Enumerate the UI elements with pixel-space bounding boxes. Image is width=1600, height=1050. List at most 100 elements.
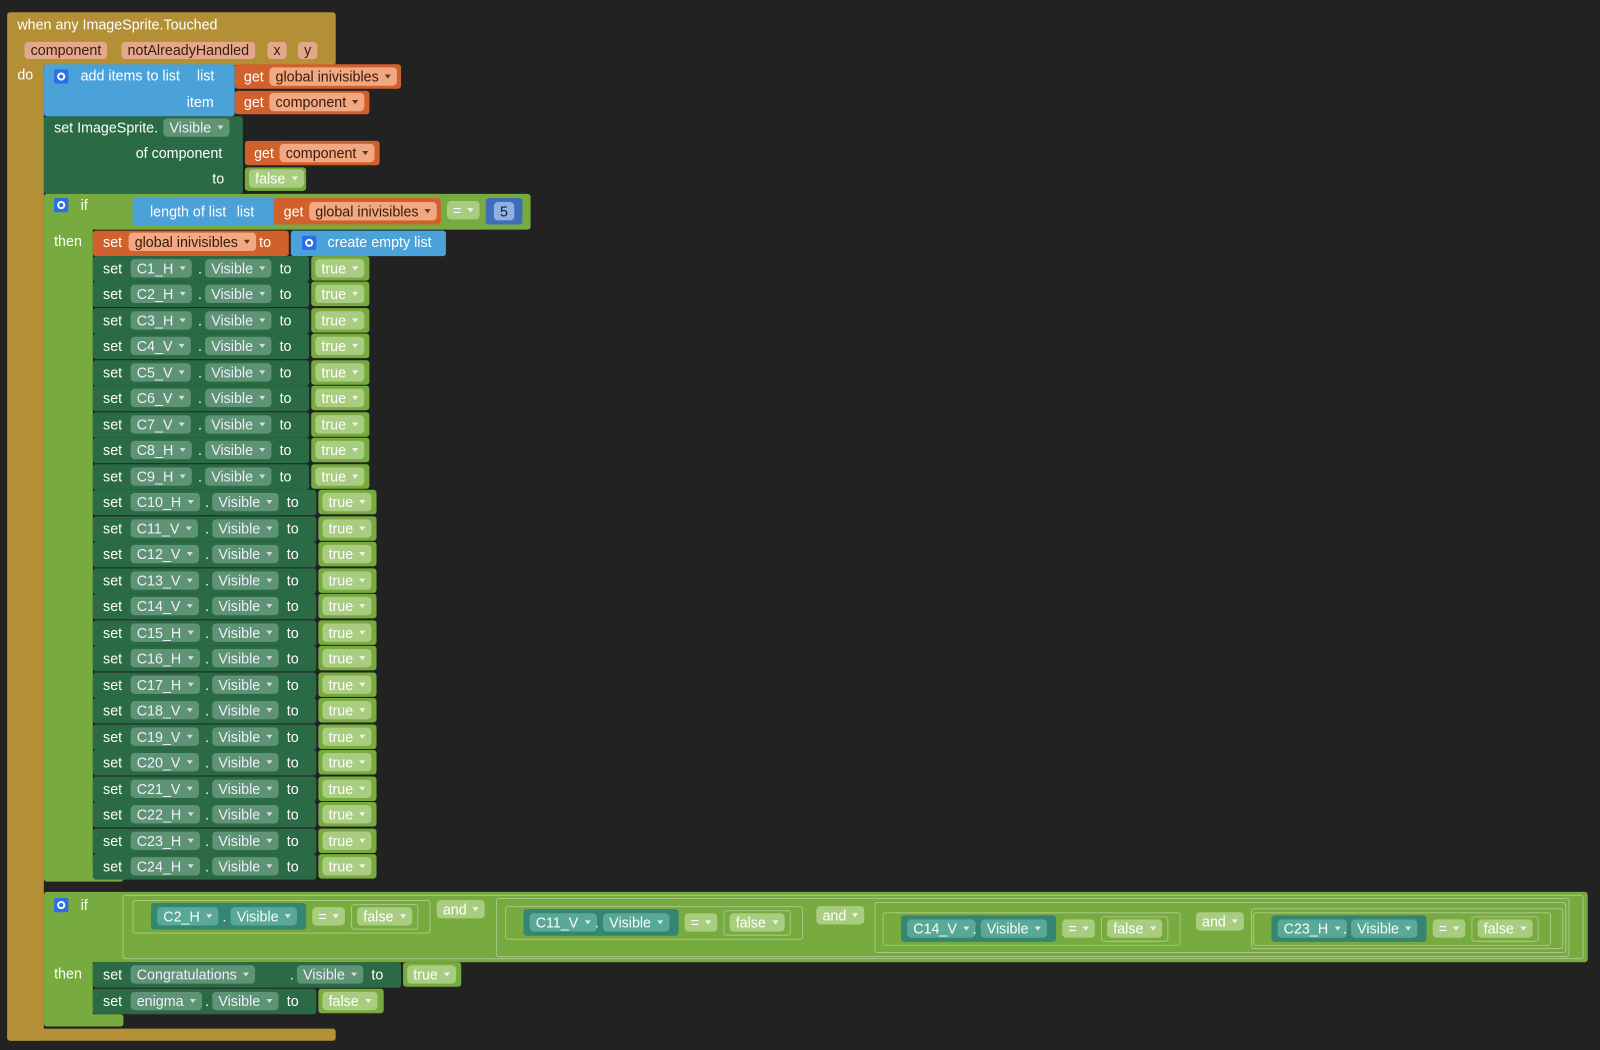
component-dropdown[interactable]: C10_H (130, 493, 200, 512)
boolean-dropdown[interactable]: true (322, 831, 372, 850)
property-dropdown[interactable]: Visible (205, 311, 272, 330)
boolean-dropdown[interactable]: true (322, 545, 372, 564)
boolean-dropdown[interactable]: true (322, 493, 372, 512)
property-dropdown[interactable]: Visible (212, 991, 279, 1010)
boolean-dropdown[interactable]: true (322, 805, 372, 824)
component-dropdown[interactable]: C16_H (130, 649, 200, 668)
boolean-dropdown[interactable]: true (322, 779, 372, 798)
boolean-dropdown[interactable]: true (322, 519, 372, 538)
component-dropdown[interactable]: C5_V (130, 363, 191, 382)
component-dropdown[interactable]: C20_V (130, 753, 199, 772)
component-dropdown[interactable]: C23_H (1277, 919, 1347, 938)
boolean-dropdown[interactable]: false (729, 913, 785, 932)
component-dropdown[interactable]: C2_H (157, 907, 219, 926)
variable-dropdown[interactable]: global inivisibles (128, 232, 257, 252)
boolean-dropdown[interactable]: true (315, 363, 365, 382)
boolean-dropdown[interactable]: true (315, 389, 365, 408)
boolean-dropdown[interactable]: true (322, 857, 372, 876)
boolean-dropdown[interactable]: true (322, 623, 372, 642)
property-dropdown[interactable]: Visible (212, 701, 279, 720)
property-dropdown[interactable]: Visible (163, 118, 230, 137)
variable-dropdown[interactable]: global inivisibles (309, 202, 437, 221)
property-dropdown[interactable]: Visible (212, 727, 279, 746)
component-dropdown[interactable]: C2_H (130, 285, 192, 304)
operator-dropdown[interactable]: = (1062, 919, 1096, 938)
boolean-dropdown[interactable]: false (1477, 919, 1533, 938)
property-dropdown[interactable]: Visible (205, 259, 272, 278)
property-dropdown[interactable]: Visible (205, 415, 272, 434)
boolean-dropdown[interactable]: true (322, 571, 372, 590)
component-dropdown[interactable]: C24_H (130, 857, 200, 876)
property-dropdown[interactable]: Visible (205, 389, 272, 408)
component-dropdown[interactable]: C14_V (907, 919, 976, 938)
boolean-dropdown[interactable]: true (322, 597, 372, 616)
component-dropdown[interactable]: C22_H (130, 805, 200, 824)
property-dropdown[interactable]: Visible (205, 285, 272, 304)
property-dropdown[interactable]: Visible (212, 597, 279, 616)
operator-dropdown[interactable]: = (684, 913, 718, 932)
component-dropdown[interactable]: C11_V (130, 519, 198, 538)
boolean-dropdown[interactable]: true (315, 285, 365, 304)
mutator-icon[interactable] (302, 235, 317, 250)
boolean-dropdown[interactable]: true (315, 467, 365, 486)
variable-dropdown[interactable]: global inivisibles (269, 67, 398, 86)
property-dropdown[interactable]: Visible (212, 857, 279, 876)
boolean-dropdown[interactable]: true (315, 415, 365, 434)
component-dropdown[interactable]: C14_V (130, 597, 199, 616)
component-dropdown[interactable]: C23_H (130, 831, 200, 850)
mutator-icon[interactable] (54, 897, 69, 913)
component-dropdown[interactable]: C13_V (130, 571, 199, 590)
property-dropdown[interactable]: Visible (205, 467, 272, 486)
property-dropdown[interactable]: Visible (212, 571, 279, 590)
mutator-icon[interactable] (54, 197, 69, 213)
component-dropdown[interactable]: C17_H (130, 675, 200, 694)
component-dropdown[interactable]: C8_H (130, 441, 192, 460)
operator-dropdown[interactable]: = (1432, 919, 1466, 938)
property-dropdown[interactable]: Visible (296, 965, 364, 984)
boolean-dropdown[interactable]: true (322, 753, 372, 772)
property-dropdown[interactable]: Visible (212, 675, 279, 694)
component-dropdown[interactable]: C7_V (130, 415, 191, 434)
property-dropdown[interactable]: Visible (205, 337, 272, 356)
operator-dropdown[interactable]: = (446, 201, 480, 220)
boolean-dropdown[interactable]: false (322, 991, 378, 1010)
component-dropdown[interactable]: C19_V (130, 727, 199, 746)
boolean-dropdown[interactable]: true (315, 441, 365, 460)
property-dropdown[interactable]: Visible (212, 623, 279, 642)
property-dropdown[interactable]: Visible (980, 919, 1047, 938)
boolean-dropdown[interactable]: true (315, 337, 365, 356)
property-dropdown[interactable]: Visible (230, 907, 297, 926)
component-dropdown[interactable]: C3_H (130, 311, 192, 330)
boolean-dropdown[interactable]: true (322, 701, 372, 720)
property-dropdown[interactable]: Visible (212, 545, 279, 564)
property-dropdown[interactable]: Visible (212, 805, 279, 824)
property-dropdown[interactable]: Visible (212, 649, 279, 668)
variable-dropdown[interactable]: component (269, 92, 365, 112)
property-dropdown[interactable]: Visible (212, 493, 279, 512)
component-dropdown[interactable]: enigma (130, 991, 202, 1010)
property-dropdown[interactable]: Visible (212, 779, 279, 798)
property-dropdown[interactable]: Visible (212, 831, 279, 850)
mutator-icon[interactable] (54, 69, 69, 84)
property-dropdown[interactable]: Visible (205, 363, 272, 382)
boolean-dropdown[interactable]: true (315, 259, 365, 278)
property-dropdown[interactable]: Visible (603, 913, 670, 932)
component-dropdown[interactable]: C6_V (130, 389, 191, 408)
and-dropdown[interactable]: and (436, 899, 486, 919)
property-dropdown[interactable]: Visible (1351, 919, 1418, 938)
boolean-dropdown[interactable]: true (407, 965, 457, 984)
component-dropdown[interactable]: C18_V (130, 701, 199, 720)
component-dropdown[interactable]: C4_V (130, 337, 191, 356)
component-dropdown[interactable]: C11_V (529, 913, 597, 932)
property-dropdown[interactable]: Visible (205, 441, 272, 460)
operator-dropdown[interactable]: = (312, 907, 346, 926)
and-dropdown[interactable]: and (1195, 912, 1245, 931)
component-dropdown[interactable]: C1_H (130, 259, 192, 278)
property-dropdown[interactable]: Visible (212, 519, 279, 538)
component-dropdown[interactable]: Congratulations (130, 965, 256, 984)
boolean-dropdown[interactable]: true (322, 727, 372, 746)
boolean-dropdown[interactable]: false (357, 907, 412, 926)
and-dropdown[interactable]: and (816, 906, 865, 925)
component-dropdown[interactable]: C15_H (130, 623, 200, 642)
boolean-dropdown[interactable]: true (322, 649, 372, 668)
